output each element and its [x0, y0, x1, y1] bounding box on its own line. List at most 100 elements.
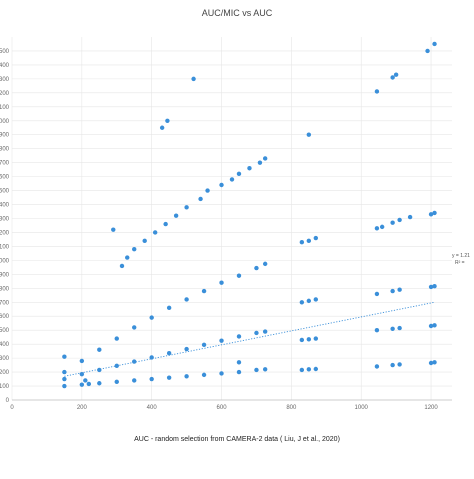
y-tick-label: 700	[0, 300, 10, 306]
x-tick-label: 0	[10, 405, 14, 411]
data-point	[397, 362, 402, 367]
data-point	[149, 315, 154, 320]
y-tick-label: 800	[0, 286, 10, 292]
data-point	[201, 372, 207, 378]
data-point	[254, 330, 259, 336]
trendline-group	[64, 301, 435, 377]
x-tick-label: 200	[77, 405, 88, 411]
y-tick-label: 2100	[0, 105, 10, 111]
data-point	[132, 247, 137, 252]
y-tick-label: 0	[6, 398, 10, 404]
data-point	[184, 205, 189, 210]
data-point	[306, 298, 312, 304]
data-point	[173, 213, 179, 218]
data-point	[114, 363, 119, 368]
y-tick-label: 1000	[0, 258, 10, 264]
data-point	[132, 325, 137, 330]
x-tick-label: 600	[217, 405, 228, 411]
data-point	[236, 360, 242, 365]
data-point	[142, 238, 147, 244]
data-point	[166, 375, 172, 380]
data-point	[132, 359, 137, 364]
data-point	[299, 337, 305, 343]
data-point	[79, 358, 85, 364]
axes: 0 100 200 300 400 500 600 700 800 900 1000 1100 1200…	[0, 49, 452, 411]
data-point	[219, 371, 224, 376]
data-point	[374, 291, 380, 297]
data-point	[390, 326, 395, 331]
data-point	[262, 367, 268, 372]
data-point	[184, 297, 189, 302]
data-point	[397, 325, 402, 331]
data-point	[262, 329, 268, 334]
data-point	[191, 76, 196, 82]
data-point	[198, 196, 203, 202]
data-point	[79, 371, 85, 377]
data-point	[97, 381, 102, 386]
data-point	[83, 378, 88, 383]
chart-title: AUC/MIC vs AUC	[202, 8, 273, 18]
y-tick-label: 300	[0, 356, 10, 362]
y-tick-label: 1900	[0, 133, 10, 139]
x-tick-label: 400	[147, 405, 158, 411]
data-point	[313, 366, 319, 372]
data-point	[299, 367, 305, 373]
data-point	[390, 288, 395, 294]
data-point	[62, 354, 67, 359]
y-tick-label: 1600	[0, 175, 10, 181]
data-point	[254, 265, 259, 271]
data-point	[62, 376, 67, 382]
data-point	[306, 337, 312, 342]
y-tick-label: 100	[0, 384, 10, 390]
data-point	[62, 383, 67, 389]
data-point	[432, 41, 437, 47]
data-point	[159, 125, 165, 130]
data-point	[119, 263, 125, 269]
data-point	[374, 364, 380, 369]
data-point	[432, 284, 437, 289]
data-point	[205, 188, 210, 193]
data-point	[114, 336, 119, 341]
data-point	[407, 214, 413, 220]
data-point	[152, 230, 158, 235]
y-tick-label: 1800	[0, 147, 10, 153]
data-point	[428, 284, 434, 290]
data-point	[79, 382, 85, 387]
y-tick-label: 1200	[0, 230, 10, 236]
data-point	[163, 221, 168, 227]
y-tick-label: 900	[0, 272, 10, 278]
data-point	[390, 362, 395, 368]
data-point	[219, 182, 224, 188]
data-point	[236, 273, 242, 278]
data-point	[229, 177, 235, 182]
data-point	[97, 367, 102, 373]
data-point	[397, 287, 402, 292]
y-tick-label: 1100	[0, 244, 10, 250]
data-point	[254, 367, 259, 373]
data-point	[201, 342, 207, 348]
x-tick-label: 800	[286, 405, 297, 411]
y-tick-label: 600	[0, 314, 10, 320]
data-point	[306, 238, 312, 244]
data-point	[299, 300, 305, 305]
data-point	[313, 297, 319, 302]
y-tick-label: 1500	[0, 189, 10, 195]
data-point	[236, 334, 242, 339]
data-point	[432, 323, 437, 328]
trendline-r-squared: R² =	[455, 260, 465, 266]
data-point	[184, 374, 189, 379]
x-tick-label: 1000	[355, 405, 369, 411]
y-tick-label: 1400	[0, 203, 10, 209]
data-point	[184, 346, 189, 352]
y-tick-label: 2200	[0, 91, 10, 97]
data-point	[390, 75, 395, 80]
data-point	[149, 355, 154, 360]
x-axis-label: AUC - random selection from CAMERA-2 dat…	[134, 436, 340, 443]
data-point	[247, 166, 252, 171]
data-point	[201, 288, 207, 294]
data-point	[236, 369, 242, 375]
data-point	[262, 261, 268, 267]
x-tick-label: 1200	[424, 405, 438, 411]
